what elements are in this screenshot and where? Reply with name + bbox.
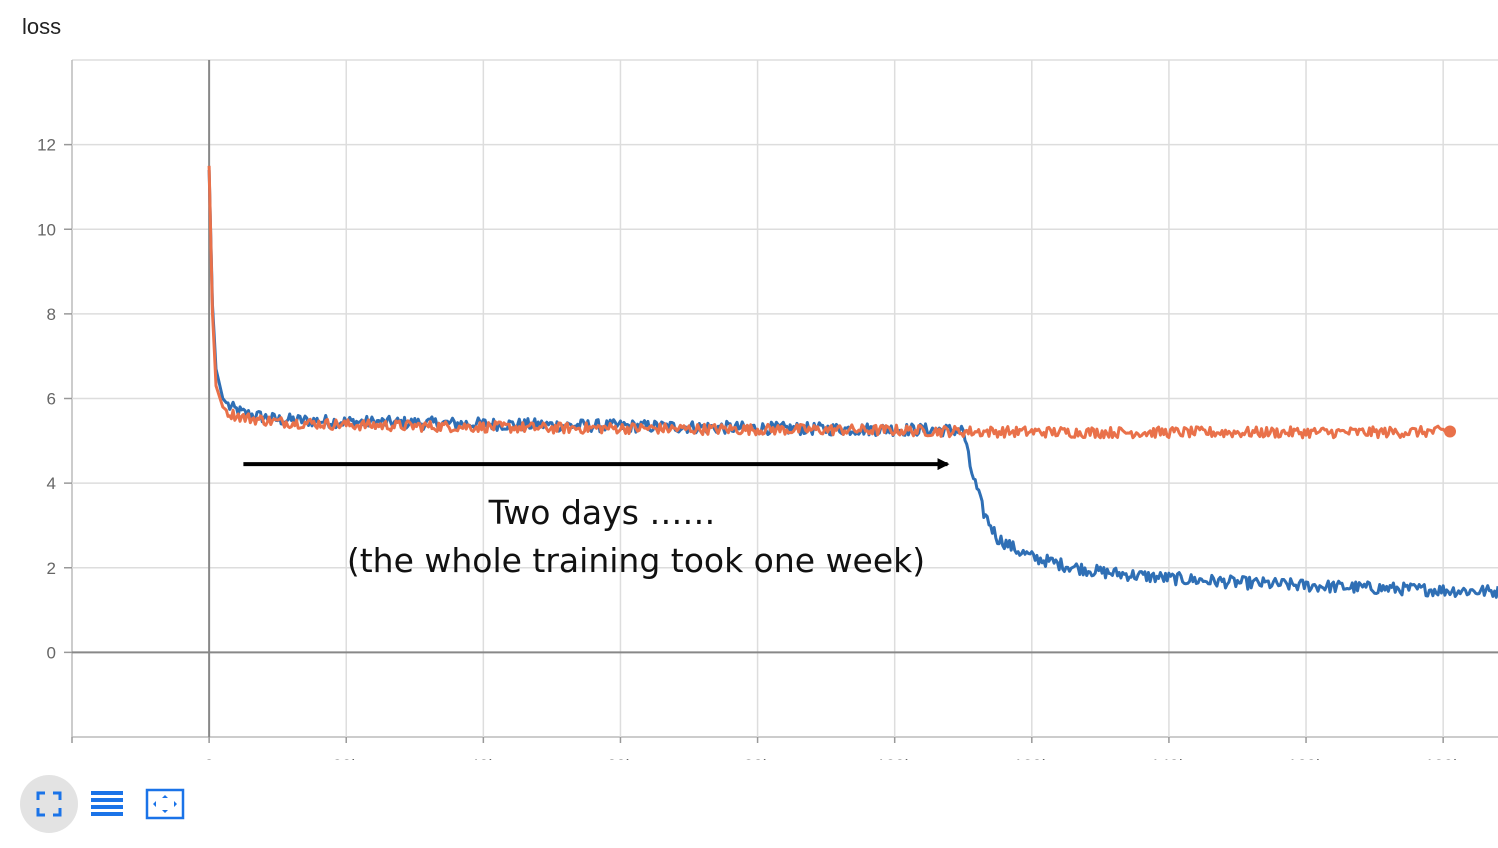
- chart-title: loss: [22, 14, 62, 39]
- x-tick-label: 60k: [607, 756, 635, 760]
- y-tick-label: 0: [47, 643, 56, 662]
- y-tick-label: 4: [47, 474, 56, 493]
- x-tick-label: 20k: [333, 756, 361, 760]
- series-lines: [207, 165, 1498, 599]
- series-line-1: [207, 169, 1498, 599]
- expand-icon: [145, 788, 185, 820]
- y-tick-label: 6: [47, 390, 56, 409]
- x-tick-label: 0: [204, 756, 213, 760]
- fit-to-screen-icon: [36, 791, 62, 817]
- x-tick-label: 100k: [876, 756, 913, 760]
- y-tick-label: 10: [37, 220, 56, 239]
- x-tick-label: 160k: [1288, 756, 1325, 760]
- annotation: Two days …… (the whole training took one…: [243, 458, 950, 580]
- y-tick-label: 8: [47, 305, 56, 324]
- series-end-marker: [1444, 425, 1457, 438]
- x-axis-ticks: 0 20k 40k 60k 80k 100k 120k 140k 160k 180k: [71, 737, 1462, 760]
- annotation-text-line-1: Two days ……: [488, 493, 716, 532]
- annotation-text-line-2: (the whole training took one week): [347, 541, 925, 580]
- x-tick-label: 80k: [744, 756, 772, 760]
- chart-toolbar: [20, 774, 194, 834]
- x-tick-label: 140k: [1150, 756, 1187, 760]
- toggle-list-button[interactable]: [78, 775, 136, 833]
- expand-button[interactable]: [136, 775, 194, 833]
- x-tick-label: 40k: [470, 756, 498, 760]
- grid: [71, 59, 1498, 738]
- y-tick-label: 12: [37, 136, 56, 155]
- list-icon: [91, 791, 123, 816]
- series-line-2: [207, 165, 1451, 440]
- x-tick-label: 120k: [1013, 756, 1050, 760]
- x-tick-label: 180k: [1425, 756, 1462, 760]
- loss-chart: 0 20k 40k 60k 80k 100k 120k 140k 160k 180k 0 2 4 6 8 1…: [37, 59, 1498, 760]
- y-axis-ticks: 0 2 4 6 8 10 12: [37, 136, 72, 662]
- fit-to-screen-button[interactable]: [20, 775, 78, 833]
- y-tick-label: 2: [47, 559, 56, 578]
